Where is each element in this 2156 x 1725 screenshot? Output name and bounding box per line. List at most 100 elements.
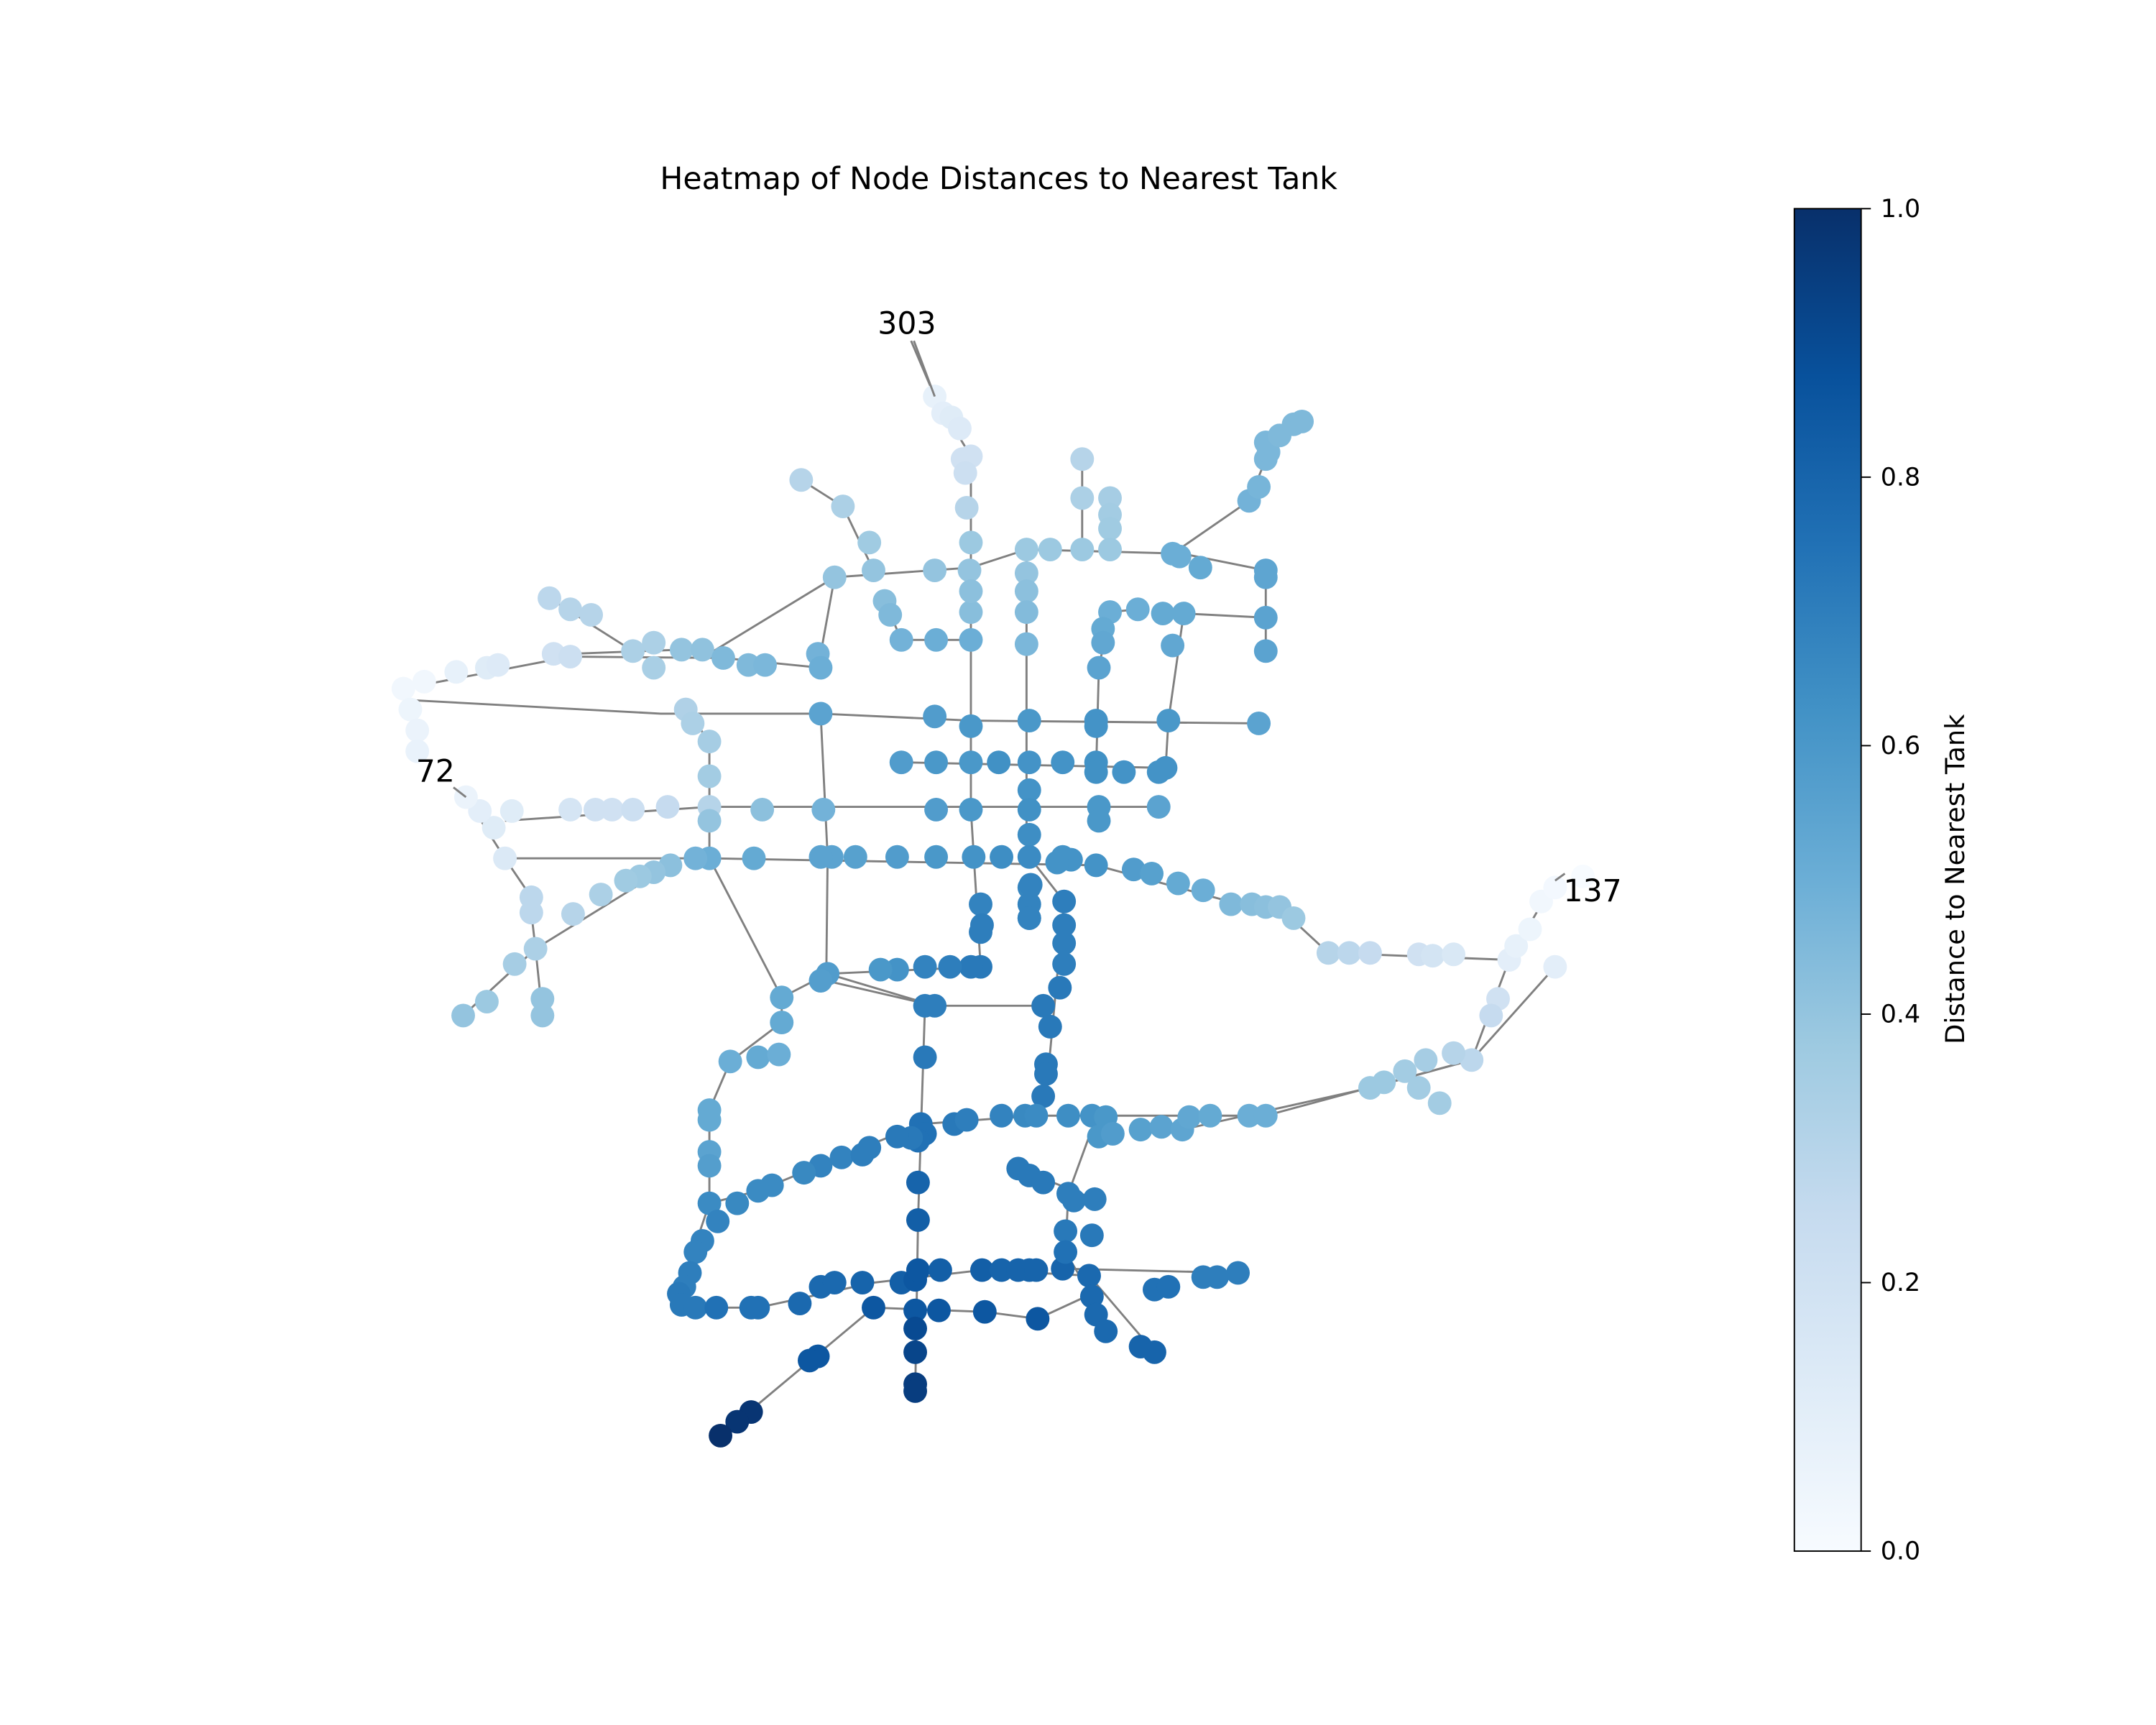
- network-node: [1226, 1261, 1250, 1285]
- network-node: [1128, 1118, 1153, 1142]
- network-node: [788, 1292, 812, 1315]
- network-node: [706, 1209, 730, 1233]
- network-node: [746, 1045, 770, 1070]
- network-node: [770, 985, 794, 1010]
- network-node: [1479, 1003, 1503, 1028]
- network-node: [990, 1258, 1013, 1282]
- network-node: [530, 1003, 555, 1028]
- network-node: [697, 764, 722, 788]
- network-node: [1358, 941, 1382, 965]
- network-node: [987, 750, 1011, 775]
- network-node: [1253, 605, 1278, 630]
- network-node: [1442, 942, 1466, 967]
- network-node: [1048, 975, 1072, 1000]
- network-node: [1143, 1340, 1166, 1364]
- network-node: [954, 1108, 979, 1132]
- network-node: [906, 1170, 930, 1195]
- network-node: [1054, 1240, 1078, 1264]
- network-node: [1087, 656, 1111, 680]
- network-node: [885, 1124, 909, 1149]
- network-node: [697, 730, 722, 754]
- network-node: [1460, 1048, 1484, 1072]
- network-node: [1017, 845, 1041, 869]
- node-labels: 303 72 137: [416, 306, 1622, 910]
- tank-leader-line: [453, 786, 467, 799]
- network-node: [1316, 941, 1340, 965]
- network-node: [1018, 873, 1043, 897]
- network-node: [697, 1108, 722, 1132]
- network-node: [1219, 892, 1243, 916]
- network-node: [1253, 639, 1278, 663]
- network-node: [862, 1295, 885, 1320]
- network-node: [1056, 1103, 1080, 1128]
- colorbar-ticks: 0.0 0.2 0.4 0.6 0.8 1.0: [1861, 195, 1920, 1566]
- network-node: [746, 1179, 770, 1203]
- network-node: [959, 530, 983, 555]
- network-node: [502, 952, 527, 976]
- network-node: [1017, 798, 1041, 822]
- network-node: [1253, 1103, 1278, 1128]
- network-node: [1421, 944, 1445, 968]
- network-node: [808, 702, 833, 726]
- network-node: [970, 1258, 994, 1282]
- network-node: [948, 416, 972, 441]
- network-node: [1091, 630, 1115, 655]
- network-node: [1161, 633, 1185, 658]
- network-node: [753, 653, 777, 677]
- network-node: [1571, 864, 1595, 888]
- network-node: [959, 627, 983, 652]
- network-node: [558, 798, 582, 822]
- network-node: [789, 468, 814, 492]
- network-node: [957, 558, 982, 582]
- network-node: [850, 1271, 875, 1294]
- network-node: [398, 697, 423, 722]
- network-node: [903, 1298, 927, 1322]
- network-nodes: [391, 385, 1595, 1448]
- network-node: [959, 600, 983, 625]
- network-node: [655, 795, 680, 819]
- network-node: [808, 845, 833, 869]
- network-node: [519, 901, 543, 925]
- network-node: [1140, 862, 1164, 886]
- network-node: [1014, 579, 1038, 604]
- network-node: [746, 1295, 770, 1320]
- network-node: [923, 558, 947, 582]
- network-node: [1052, 952, 1077, 976]
- network-node: [990, 845, 1013, 869]
- network-node: [718, 1049, 742, 1074]
- network-node: [798, 1348, 821, 1373]
- network-node: [959, 579, 983, 604]
- network-node: [405, 739, 430, 763]
- network-node: [1167, 544, 1192, 569]
- network-node: [709, 1423, 733, 1448]
- network-node: [928, 1258, 952, 1282]
- network-node: [690, 638, 714, 662]
- network-node: [681, 712, 705, 735]
- network-node: [1247, 712, 1271, 735]
- network-node: [1017, 906, 1041, 930]
- network-node: [913, 993, 937, 1018]
- network-node: [1031, 993, 1056, 1018]
- network-node: [1247, 474, 1271, 499]
- network-node: [1052, 889, 1077, 914]
- network-node: [1098, 538, 1122, 561]
- network-node: [1031, 1170, 1056, 1195]
- network-node: [1112, 760, 1136, 784]
- network-node: [913, 954, 937, 979]
- network-node: [589, 883, 613, 906]
- network-node: [1504, 934, 1529, 958]
- network-node: [913, 1045, 937, 1070]
- network-node: [736, 653, 760, 677]
- network-node: [742, 846, 766, 870]
- network-node: [499, 799, 524, 823]
- network-node: [924, 750, 949, 775]
- network-node: [843, 845, 867, 869]
- network-node: [558, 597, 582, 622]
- network-node: [583, 798, 607, 822]
- colorbar-label: Distance to Nearest Tank: [1940, 714, 1971, 1044]
- network-node: [642, 630, 666, 655]
- network-node: [486, 653, 510, 677]
- network-node: [482, 816, 506, 840]
- network-node: [1070, 538, 1095, 561]
- network-node: [614, 868, 638, 893]
